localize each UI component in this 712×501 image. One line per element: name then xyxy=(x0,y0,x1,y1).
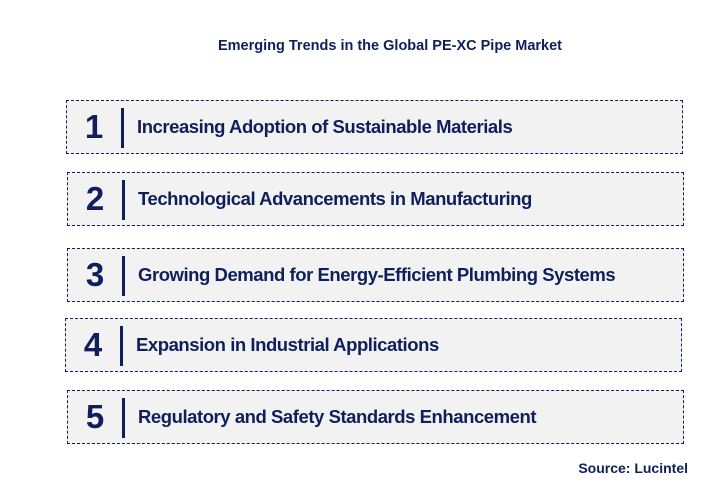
divider-bar xyxy=(122,398,125,438)
trend-label: Increasing Adoption of Sustainable Mater… xyxy=(137,116,513,137)
trend-item-4: 4 Expansion in Industrial Applications xyxy=(65,318,682,372)
trend-number: 1 xyxy=(84,108,104,145)
diagram-title: Emerging Trends in the Global PE-XC Pipe… xyxy=(217,38,563,54)
trend-item-2: 2 Technological Advancements in Manufact… xyxy=(67,172,684,226)
trend-label: Technological Advancements in Manufactur… xyxy=(138,188,532,209)
trend-number: 5 xyxy=(85,398,105,435)
divider-bar xyxy=(122,256,125,296)
divider-bar xyxy=(121,108,124,148)
trend-item-5: 5 Regulatory and Safety Standards Enhanc… xyxy=(67,390,684,444)
trend-number: 2 xyxy=(85,180,105,217)
divider-bar xyxy=(122,180,125,220)
trend-item-3: 3 Growing Demand for Energy-Efficient Pl… xyxy=(67,248,684,302)
trend-number: 4 xyxy=(83,326,103,363)
source-caption: Source: Lucintel xyxy=(578,460,688,476)
trend-label: Growing Demand for Energy-Efficient Plum… xyxy=(138,264,616,285)
trend-item-1: 1 Increasing Adoption of Sustainable Mat… xyxy=(66,100,683,154)
trend-number: 3 xyxy=(85,256,105,293)
trend-label: Expansion in Industrial Applications xyxy=(136,334,439,355)
divider-bar xyxy=(120,326,123,366)
trend-label: Regulatory and Safety Standards Enhancem… xyxy=(138,406,537,427)
